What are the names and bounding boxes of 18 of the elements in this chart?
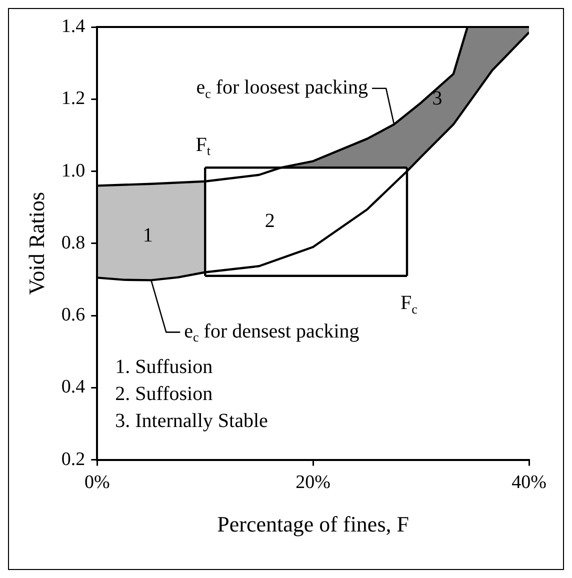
annotation: 1. Suffusion xyxy=(115,356,213,378)
x-axis-title: Percentage of fines, F xyxy=(217,512,409,537)
y-tick-label: 0.6 xyxy=(61,304,86,326)
annotation: 2. Suffosion xyxy=(115,383,213,406)
x-tick-label: 0% xyxy=(84,472,110,494)
y-tick-label: 1.2 xyxy=(61,88,86,110)
x-tick-label: 20% xyxy=(296,472,331,494)
annotation: 2 xyxy=(264,210,275,232)
y-tick-label: 1.0 xyxy=(61,160,86,182)
annotation: 1 xyxy=(142,224,153,246)
y-tick-label: 0.4 xyxy=(61,376,86,398)
y-tick-label: 1.4 xyxy=(61,16,86,37)
y-axis-title: Void Ratios xyxy=(24,192,49,295)
y-tick-label: 0.2 xyxy=(61,448,86,470)
annotation: 3. Internally Stable xyxy=(115,410,268,432)
y-tick-label: 0.8 xyxy=(61,232,86,254)
annotation: 3 xyxy=(432,88,442,110)
x-tick-label: 40% xyxy=(512,472,547,494)
